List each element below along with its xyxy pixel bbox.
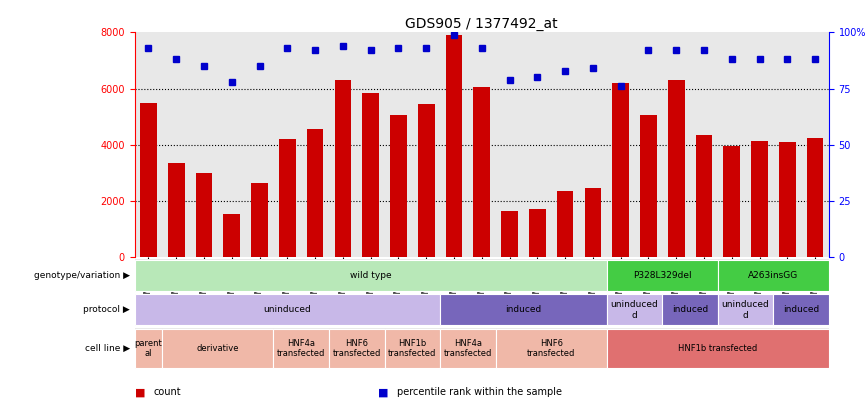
- Bar: [162, 329, 273, 368]
- Bar: [695, 135, 713, 257]
- Bar: [496, 329, 607, 368]
- Bar: [440, 329, 496, 368]
- Bar: [390, 115, 407, 257]
- Bar: [723, 146, 740, 257]
- Bar: [385, 329, 440, 368]
- Bar: [806, 138, 824, 257]
- Text: ■: ■: [378, 388, 388, 397]
- Text: percentile rank within the sample: percentile rank within the sample: [397, 388, 562, 397]
- Bar: [501, 211, 518, 257]
- Bar: [445, 35, 463, 257]
- Text: HNF4a
transfected: HNF4a transfected: [444, 339, 492, 358]
- Text: cell line ▶: cell line ▶: [85, 344, 130, 353]
- Text: HNF4a
transfected: HNF4a transfected: [277, 339, 326, 358]
- Bar: [306, 129, 324, 257]
- Bar: [751, 141, 768, 257]
- Bar: [773, 294, 829, 325]
- Bar: [195, 173, 213, 257]
- Bar: [607, 329, 829, 368]
- Text: uninduced: uninduced: [263, 305, 312, 314]
- Text: count: count: [154, 388, 181, 397]
- Bar: [140, 102, 157, 257]
- Bar: [662, 294, 718, 325]
- Bar: [135, 329, 162, 368]
- Title: GDS905 / 1377492_at: GDS905 / 1377492_at: [405, 17, 558, 31]
- Text: wild type: wild type: [350, 271, 391, 280]
- Text: protocol ▶: protocol ▶: [83, 305, 130, 314]
- Text: HNF1b transfected: HNF1b transfected: [678, 344, 758, 353]
- Text: genotype/variation ▶: genotype/variation ▶: [34, 271, 130, 280]
- Text: parent
al: parent al: [135, 339, 162, 358]
- Bar: [607, 294, 662, 325]
- Bar: [612, 83, 629, 257]
- Bar: [362, 93, 379, 257]
- Text: induced: induced: [505, 305, 542, 314]
- Text: induced: induced: [783, 305, 819, 314]
- Bar: [273, 329, 329, 368]
- Bar: [168, 163, 185, 257]
- Bar: [607, 260, 718, 291]
- Bar: [251, 183, 268, 257]
- Text: ■: ■: [135, 388, 145, 397]
- Text: HNF6
transfected: HNF6 transfected: [332, 339, 381, 358]
- Text: uninduced
d: uninduced d: [610, 300, 659, 320]
- Bar: [667, 80, 685, 257]
- Bar: [640, 115, 657, 257]
- Bar: [584, 188, 602, 257]
- Bar: [779, 142, 796, 257]
- Text: induced: induced: [672, 305, 708, 314]
- Text: A263insGG: A263insGG: [748, 271, 799, 280]
- Bar: [473, 87, 490, 257]
- Bar: [718, 294, 773, 325]
- Text: uninduced
d: uninduced d: [721, 300, 770, 320]
- Bar: [440, 294, 607, 325]
- Text: HNF6
transfected: HNF6 transfected: [527, 339, 575, 358]
- Text: HNF1b
transfected: HNF1b transfected: [388, 339, 437, 358]
- Bar: [223, 213, 240, 257]
- Bar: [279, 139, 296, 257]
- Text: derivative: derivative: [197, 344, 239, 353]
- Bar: [329, 329, 385, 368]
- Bar: [334, 80, 352, 257]
- Bar: [718, 260, 829, 291]
- Bar: [556, 191, 574, 257]
- Text: P328L329del: P328L329del: [633, 271, 692, 280]
- Bar: [135, 294, 440, 325]
- Bar: [529, 209, 546, 257]
- Bar: [418, 104, 435, 257]
- Bar: [135, 260, 607, 291]
